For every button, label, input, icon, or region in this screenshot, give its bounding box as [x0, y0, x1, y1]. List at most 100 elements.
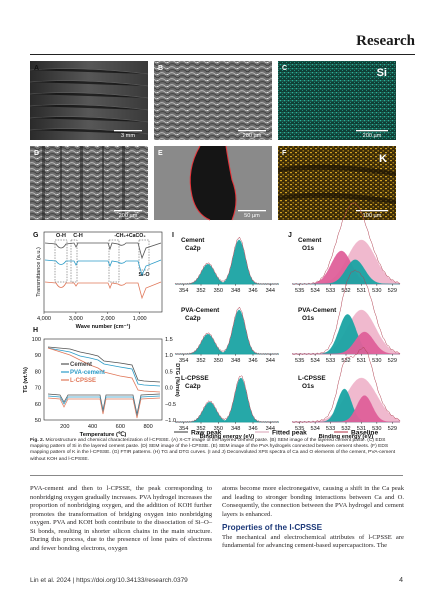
- x-tick-label: 1,000: [133, 316, 147, 322]
- x-tick-label: 352: [196, 426, 205, 432]
- scale-bar-label: 200 µm: [243, 133, 262, 139]
- dtg-pva: [47, 395, 161, 417]
- y2-tick-label: −1.0: [165, 418, 176, 424]
- caco3-band-box: [108, 239, 120, 283]
- legend-lcpsse: L-CPSSE: [70, 378, 96, 384]
- sample-label: PVA-Cement: [298, 307, 337, 314]
- y-tick-label: 100: [32, 337, 41, 343]
- sample-label: L-CPSSE: [298, 375, 326, 382]
- y-tick-label: 80: [35, 369, 41, 375]
- x-axis-label: Binding energy (eV): [319, 434, 374, 440]
- legend-cement: Cement: [70, 362, 92, 368]
- ch-band-box: [70, 239, 78, 283]
- dtg-lcpsse: [47, 397, 161, 419]
- scale-bar-label: 3 mm: [121, 133, 135, 139]
- x-tick-label: 200: [60, 424, 69, 430]
- panel-b: B 200 µm: [154, 61, 272, 140]
- sample-label: Cement: [181, 237, 205, 244]
- y2-tick-label: 0.0: [165, 386, 173, 392]
- y2-tick-label: −0.5: [165, 402, 176, 408]
- legend-raw: Raw peak: [191, 430, 222, 437]
- caption-text: Microstructure and chemical characteriza…: [30, 438, 396, 462]
- caption-rule: [30, 475, 403, 476]
- x-tick-label: 600: [116, 424, 125, 430]
- x-tick-label: 354: [179, 358, 188, 364]
- x-tick-label: 346: [248, 426, 257, 432]
- raw-peak: [291, 202, 400, 285]
- x-tick-label: 348: [231, 358, 240, 364]
- x-tick-label: 533: [326, 426, 335, 432]
- x-tick-label: 344: [266, 358, 275, 364]
- section-heading: Properties of the l-CPSSE: [222, 523, 323, 533]
- element-label: Si: [377, 67, 387, 79]
- x-tick-label: 348: [231, 426, 240, 432]
- panel-c: C Si 200 µm: [278, 61, 396, 140]
- x-tick-label: 534: [310, 288, 319, 294]
- raw-peak: [174, 236, 279, 286]
- body-column-left: PVA-cement and then to l-CPSSE, the peak…: [30, 485, 212, 552]
- scale-bar-label: 200 µm: [363, 133, 382, 139]
- x-tick-label: 3,000: [69, 316, 83, 322]
- x-tick-label: 344: [266, 426, 275, 432]
- xps-legend: Raw peak Fitted peak Baseline: [174, 430, 378, 437]
- raw-peak: [174, 375, 279, 424]
- y-tick-label: 90: [35, 353, 41, 359]
- x-tick-label: 346: [248, 358, 257, 364]
- tg-cement: [47, 346, 161, 383]
- x-axis-label: Temperature (℃): [80, 431, 127, 438]
- element-label: Ca2p: [185, 383, 201, 390]
- panel-letter: D: [34, 150, 39, 157]
- x-tick-label: 354: [179, 288, 188, 294]
- panel-letter: I: [172, 232, 174, 239]
- element-label: K: [379, 153, 387, 165]
- annotation-ch: C-H: [73, 233, 83, 239]
- panel-a: A 3 mm: [29, 61, 149, 140]
- x-tick-label: 800: [143, 424, 152, 430]
- element-label: Ca2p: [185, 315, 201, 322]
- x-tick-label: 352: [196, 358, 205, 364]
- x-tick-label: 531: [357, 426, 366, 432]
- x-tick-label: 529: [388, 288, 397, 294]
- sample-label: L-CPSSE: [181, 375, 209, 382]
- annotation-sio: Si-O: [138, 272, 149, 278]
- body-text: The mechanical and electrochemical attri…: [222, 533, 404, 550]
- page-number: 4: [399, 577, 403, 584]
- journal-title: Research: [356, 33, 415, 49]
- x-tick-label: 535: [295, 288, 304, 294]
- x-tick-label: 350: [214, 426, 223, 432]
- legend-fitted: Fitted peak: [272, 430, 307, 437]
- y2-tick-label: 1.0: [165, 353, 173, 359]
- panel-e: E 50 µm: [154, 145, 272, 221]
- raw-peak: [291, 347, 400, 423]
- x-tick-label: 533: [326, 358, 335, 364]
- x-tick-label: 535: [295, 358, 304, 364]
- tg-pva: [47, 347, 161, 387]
- x-tick-label: 350: [214, 358, 223, 364]
- legend-pva: PVA-cement: [70, 370, 105, 376]
- annotation-caco3: -CH₂+CaCO₃: [114, 233, 146, 239]
- ftir-lcpsse: [44, 281, 162, 300]
- body-text: atoms become more electronegative, causi…: [222, 485, 404, 518]
- x-tick-label: 535: [295, 426, 304, 432]
- raw-peak: [291, 269, 401, 355]
- legend-baseline: Baseline: [351, 430, 378, 437]
- element-label: Ca2p: [185, 245, 201, 252]
- oh-band-box: [54, 239, 68, 283]
- ftir-pva: [44, 259, 162, 277]
- x-tick-label: 346: [248, 288, 257, 294]
- element-label: O1s: [302, 315, 315, 322]
- element-label: O1s: [302, 245, 315, 252]
- panel-letter: J: [288, 232, 292, 239]
- y-tick-label: 70: [35, 386, 41, 392]
- x-tick-label: 354: [179, 426, 188, 432]
- x-tick-label: 532: [341, 426, 350, 432]
- y2-tick-label: 0.5: [165, 369, 173, 375]
- x-tick-label: 350: [214, 288, 223, 294]
- scale-bar-label: 50 µm: [244, 213, 260, 219]
- y-tick-label: 60: [35, 402, 41, 408]
- y2-tick-label: 1.5: [165, 337, 173, 343]
